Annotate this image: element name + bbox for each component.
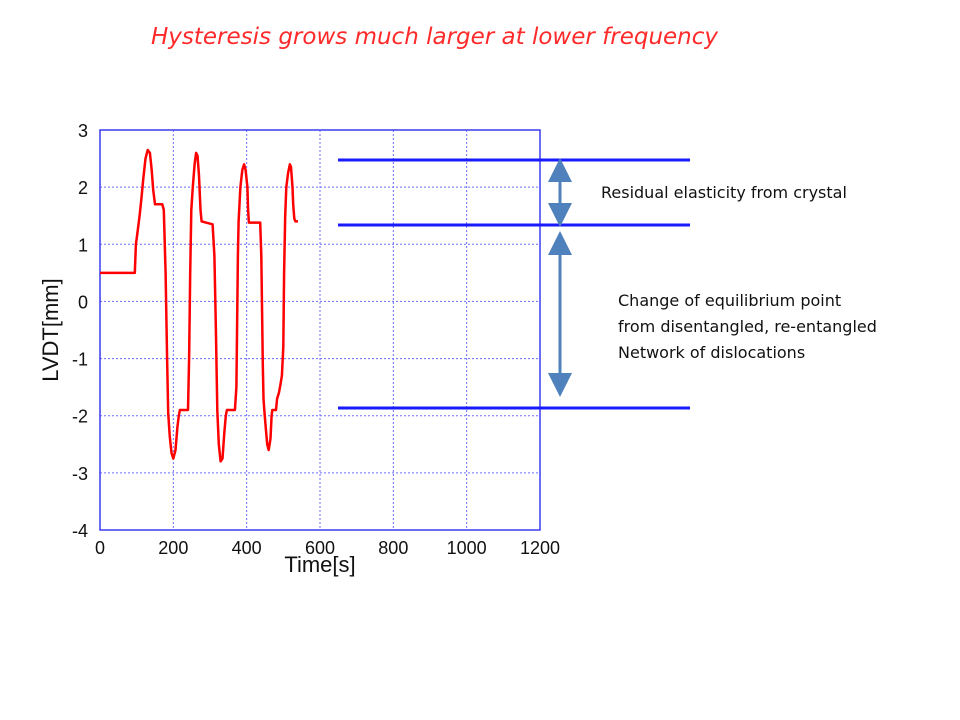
residual-elasticity-note: Residual elasticity from crystal	[601, 183, 847, 202]
y-tick-label: 3	[78, 121, 88, 141]
x-tick-label: 600	[305, 538, 335, 558]
equilibrium-note-line-3: Network of dislocations	[618, 343, 806, 362]
x-axis-label: Time[s]	[284, 552, 355, 577]
chart-grid	[100, 130, 540, 530]
y-tick-label: -3	[72, 464, 88, 484]
x-tick-label: 1200	[520, 538, 560, 558]
plot-frame	[99, 129, 541, 531]
y-tick-labels: 3 2 1 0 -1 -2 -3 -4	[72, 121, 88, 541]
x-tick-labels: 0 200 400 600 800 1000 1200	[95, 538, 560, 558]
equilibrium-note-line-1: Change of equilibrium point	[618, 291, 842, 310]
y-tick-label: 2	[78, 178, 88, 198]
equilibrium-note-line-2: from disentangled, re-entangled	[618, 317, 877, 336]
y-axis-label: LVDT[mm]	[38, 278, 63, 381]
x-tick-label: 200	[158, 538, 188, 558]
slide-title: Hysteresis grows much larger at lower fr…	[151, 24, 719, 50]
x-tick-label: 800	[378, 538, 408, 558]
y-tick-label: -2	[72, 407, 88, 427]
x-tick-label: 1000	[447, 538, 487, 558]
y-tick-label: -1	[72, 350, 88, 370]
y-tick-label: 0	[78, 292, 88, 312]
y-tick-label: -4	[72, 521, 88, 541]
lvdt-series-line	[100, 148, 298, 463]
x-tick-label: 0	[95, 538, 105, 558]
y-tick-label: 1	[78, 235, 88, 255]
x-tick-label: 400	[232, 538, 262, 558]
equilibrium-change-note: Change of equilibrium point from disenta…	[618, 288, 877, 366]
